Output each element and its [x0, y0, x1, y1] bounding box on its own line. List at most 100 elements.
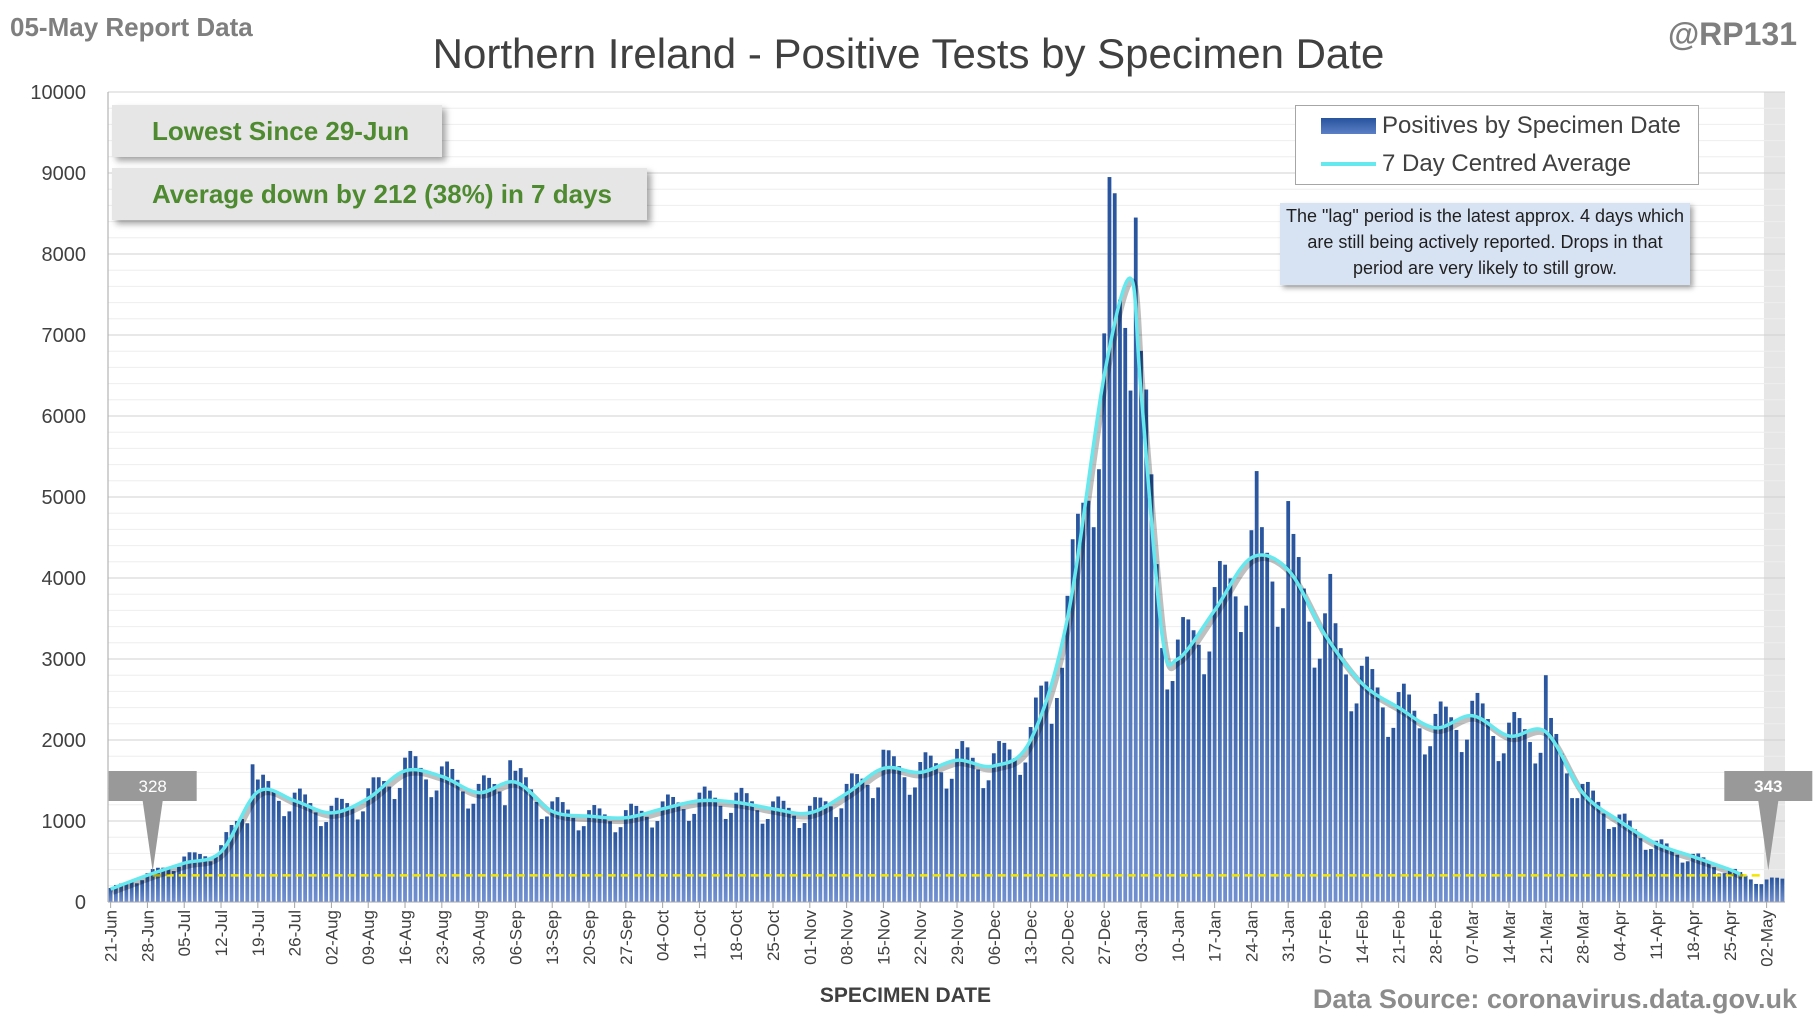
daily-bar: [1323, 613, 1327, 902]
daily-bar: [1691, 853, 1695, 902]
daily-bar: [1670, 848, 1674, 902]
daily-bar: [702, 786, 707, 902]
daily-bar: [240, 819, 244, 902]
daily-bar: [560, 802, 565, 902]
legend-bars-label: Positives by Specimen Date: [1382, 112, 1681, 139]
daily-bar: [644, 816, 649, 902]
daily-bar: [1249, 530, 1254, 902]
daily-bar: [855, 774, 860, 902]
daily-bar: [1060, 667, 1065, 902]
daily-bar: [1543, 675, 1548, 902]
daily-bar: [1643, 849, 1648, 902]
x-tick-label: 28-Jun: [138, 910, 157, 962]
daily-bar: [1160, 648, 1164, 902]
daily-bar: [576, 830, 581, 902]
daily-bar: [1223, 564, 1228, 902]
daily-bar: [1438, 701, 1443, 902]
x-tick-label: 02-May: [1758, 910, 1777, 967]
x-tick-label: 12-Jul: [212, 910, 231, 956]
x-tick-label: 26-Jul: [286, 910, 305, 956]
daily-bar: [1428, 746, 1433, 902]
daily-bar: [1733, 868, 1737, 902]
daily-bar: [361, 811, 365, 902]
callout-lowest-since: Lowest Since 29-Jun: [112, 105, 442, 157]
daily-bar: [1422, 754, 1427, 902]
daily-bar: [697, 792, 702, 902]
daily-bar: [518, 768, 523, 902]
daily-bar: [844, 783, 849, 902]
daily-bar: [1417, 728, 1422, 902]
x-tick-label: 18-Oct: [727, 910, 746, 961]
y-tick-labels: 0 1000 2000 3000 4000 5000 6000 7000 8000 9000 100…: [30, 82, 86, 914]
daily-bar: [1244, 605, 1249, 902]
daily-bar: [113, 884, 118, 902]
average-line-shadow: [111, 278, 1744, 895]
callout-average-change: Average down by 212 (38%) in 7 days: [112, 168, 647, 220]
y-tick-label: 3000: [42, 649, 87, 671]
daily-bar: [1654, 840, 1659, 902]
daily-bar: [429, 797, 434, 902]
daily-bar: [229, 824, 234, 902]
daily-bar: [1606, 828, 1611, 902]
daily-bar: [776, 796, 781, 902]
daily-bar: [1149, 474, 1154, 902]
daily-bar: [708, 790, 712, 902]
daily-bar: [1212, 587, 1217, 902]
x-tick-label: 06-Dec: [985, 910, 1004, 965]
daily-bar: [944, 788, 949, 902]
daily-bar: [1375, 687, 1380, 902]
daily-bar: [1380, 707, 1385, 902]
daily-bar: [813, 797, 817, 902]
daily-bar: [918, 762, 923, 902]
daily-bar: [1759, 884, 1764, 902]
axes: [107, 92, 1785, 903]
daily-bar: [1270, 581, 1275, 902]
daily-bar: [261, 774, 265, 902]
y-tick-label: 2000: [42, 730, 87, 752]
daily-bar: [886, 750, 891, 902]
x-tick-label: 11-Apr: [1647, 910, 1666, 960]
daily-bar: [1659, 839, 1664, 902]
legend-line-label: 7 Day Centred Average: [1382, 150, 1632, 177]
daily-bar: [156, 867, 160, 902]
daily-bar: [1727, 868, 1732, 902]
daily-bar: [1097, 469, 1101, 902]
daily-bar: [1407, 694, 1412, 902]
daily-bar: [718, 805, 723, 902]
daily-bar: [608, 821, 612, 902]
daily-bar: [366, 788, 371, 902]
daily-bar: [949, 778, 954, 902]
report-label: 05-May Report Data: [10, 12, 253, 42]
x-tick-label: 20-Sep: [580, 910, 599, 965]
x-tick-label: 02-Aug: [322, 910, 341, 965]
daily-bar: [897, 766, 902, 902]
daily-bar: [1354, 703, 1359, 902]
daily-bar: [1291, 533, 1296, 902]
daily-bar: [997, 741, 1001, 902]
value-marker: 328: [108, 771, 197, 872]
daily-bar: [534, 801, 539, 902]
daily-bar: [177, 866, 181, 902]
daily-bar: [324, 822, 329, 902]
daily-bar: [1139, 350, 1143, 903]
x-tick-label: 07-Mar: [1463, 910, 1482, 964]
daily-bar: [1039, 685, 1044, 902]
daily-bar: [1239, 632, 1243, 902]
daily-bar: [129, 882, 134, 902]
x-tick-label: 24-Jan: [1242, 910, 1261, 962]
x-tick-label: 20-Dec: [1058, 910, 1077, 965]
daily-bar: [1722, 873, 1727, 902]
daily-bar: [1396, 692, 1401, 902]
daily-bar: [1664, 843, 1669, 902]
daily-bar: [1528, 742, 1532, 902]
daily-bar: [376, 777, 381, 902]
daily-bar: [739, 787, 744, 902]
daily-bar: [503, 805, 507, 902]
daily-bar: [970, 757, 975, 902]
daily-bar: [1070, 539, 1075, 902]
daily-bar: [786, 807, 791, 902]
daily-bar: [408, 750, 413, 902]
x-tick-label: 31-Jan: [1279, 910, 1298, 962]
x-tick-label: 22-Nov: [911, 910, 930, 965]
daily-bar: [292, 792, 297, 902]
